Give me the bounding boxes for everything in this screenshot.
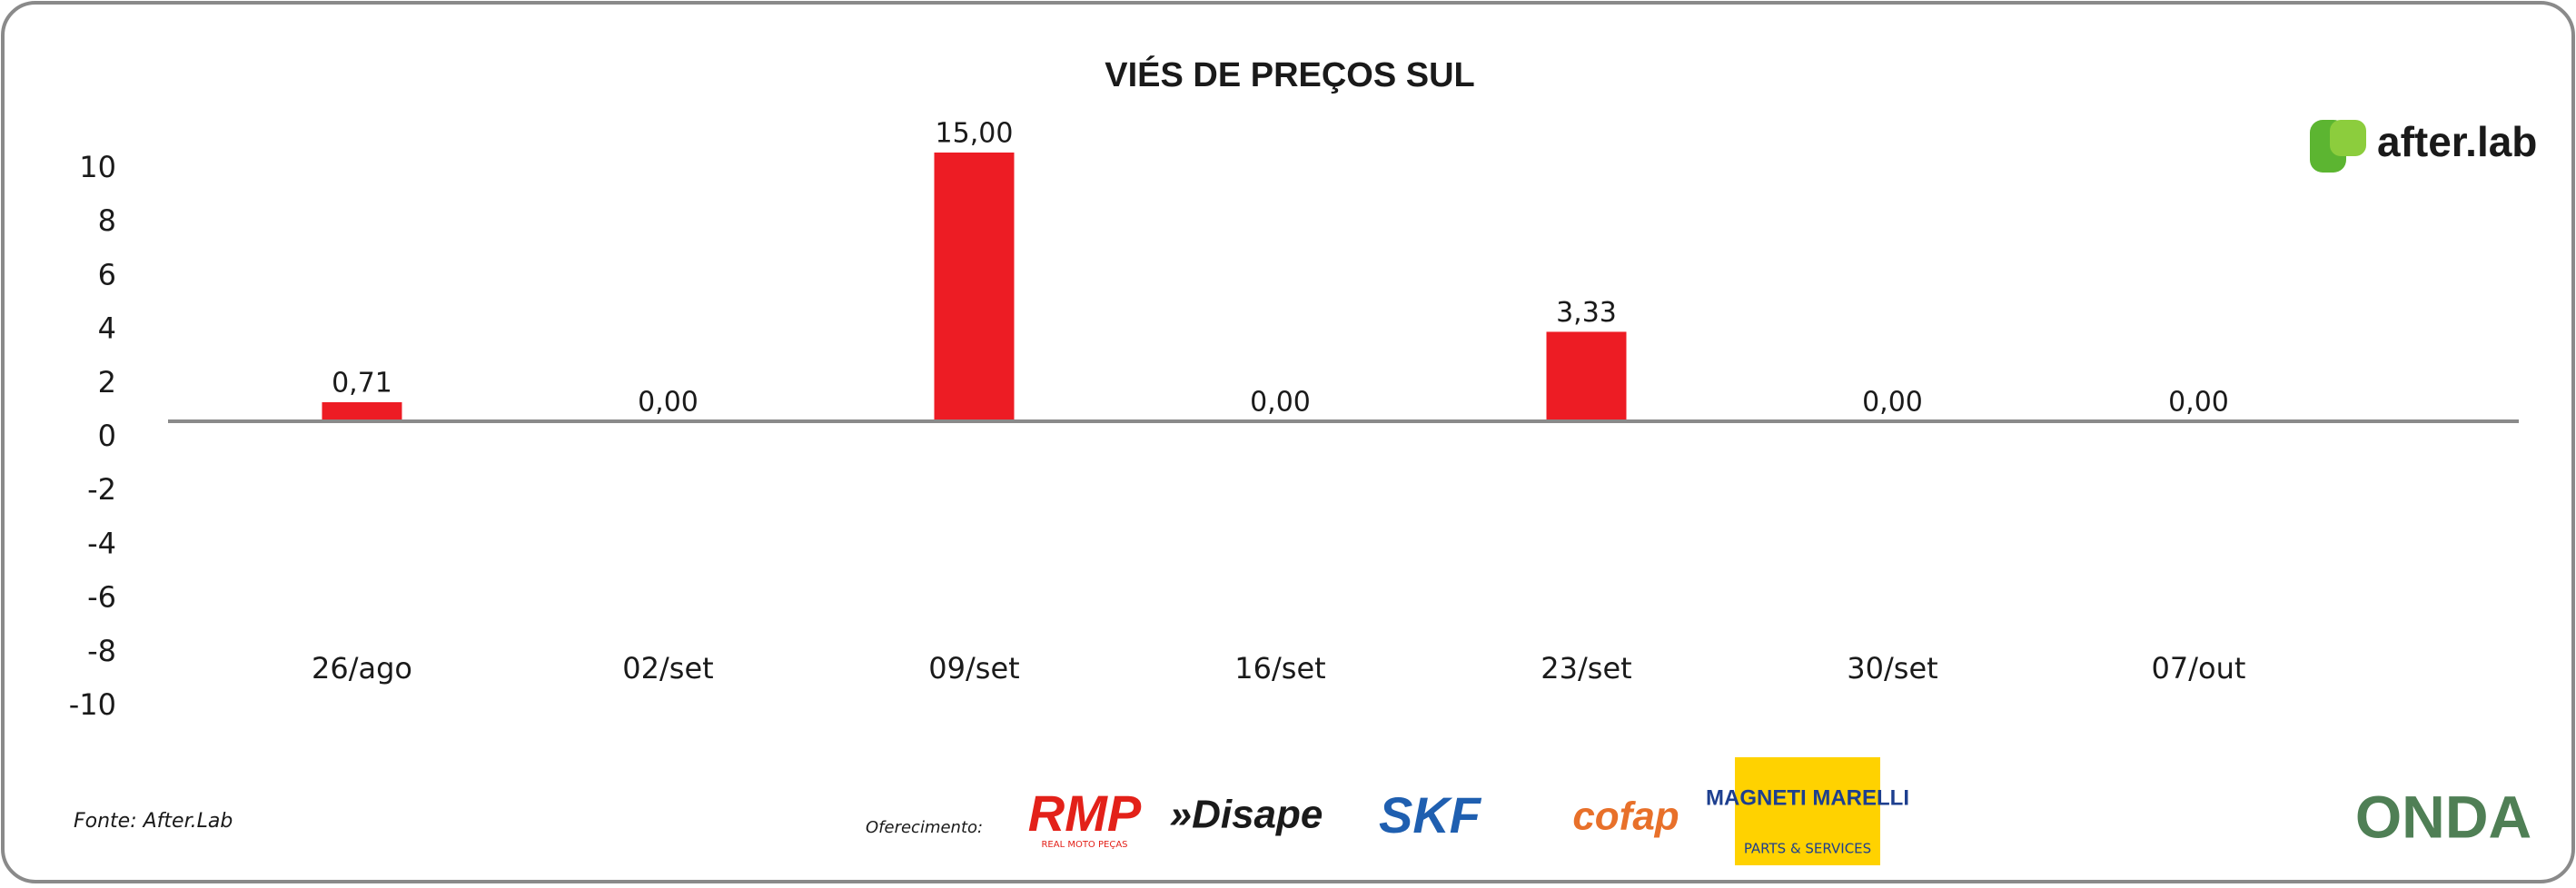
sponsor-logo: cofap bbox=[1572, 794, 1679, 839]
x-tick-label: 23/set bbox=[1541, 651, 1631, 686]
y-tick-label: 6 bbox=[98, 257, 116, 291]
value-label: 0,00 bbox=[2168, 387, 2229, 419]
sponsor-logo: »Disape bbox=[1170, 793, 1323, 837]
partner-logo: ONDA bbox=[2355, 783, 2531, 850]
x-tick-label: 26/ago bbox=[312, 651, 412, 686]
bar bbox=[322, 401, 402, 421]
y-tick-label: -6 bbox=[87, 580, 116, 615]
y-tick-label: -4 bbox=[87, 526, 116, 560]
source: Fonte: After.Lab bbox=[74, 810, 233, 833]
sponsor-logo: MAGNETI MARELLI bbox=[1706, 785, 1909, 810]
value-label: 0,00 bbox=[638, 387, 698, 419]
x-tick-label: 07/out bbox=[2152, 651, 2246, 686]
y-tick-label: -10 bbox=[69, 687, 116, 722]
sponsor-logo: PARTS & SERVICES bbox=[1744, 841, 1871, 857]
bar bbox=[1546, 331, 1627, 421]
sponsor-label: Oferecimento: bbox=[866, 818, 983, 837]
y-tick-label: 8 bbox=[98, 203, 116, 238]
sponsor-logo: REAL MOTO PEÇAS bbox=[1041, 840, 1127, 850]
y-tick-label: -2 bbox=[87, 472, 116, 507]
sponsor-box bbox=[1735, 757, 1880, 865]
brand-icon bbox=[2330, 120, 2366, 156]
value-label: 0,00 bbox=[1250, 387, 1311, 419]
x-tick-label: 16/set bbox=[1234, 651, 1325, 686]
x-tick-label: 02/set bbox=[622, 651, 713, 686]
value-label: 0,00 bbox=[1862, 387, 1923, 419]
y-tick-label: -8 bbox=[87, 634, 116, 668]
x-tick-label: 30/set bbox=[1847, 651, 1937, 686]
value-label: 15,00 bbox=[936, 118, 1014, 150]
value-label: 3,33 bbox=[1556, 297, 1617, 329]
brand-text: after.lab bbox=[2377, 118, 2537, 165]
brand-logo: after.lab bbox=[2310, 118, 2537, 173]
chart-title: VIÉS DE PREÇOS SUL bbox=[1105, 54, 1475, 94]
y-tick-label: 2 bbox=[98, 365, 116, 400]
y-tick-label: 4 bbox=[98, 311, 116, 346]
y-tick-label: 10 bbox=[79, 150, 116, 184]
bar bbox=[934, 153, 1015, 421]
sponsor-logo: RMP bbox=[1028, 784, 1142, 842]
y-tick-label: 0 bbox=[98, 419, 116, 453]
x-tick-label: 09/set bbox=[928, 651, 1019, 686]
plot-area bbox=[322, 153, 1627, 421]
sponsor-logo: SKF bbox=[1379, 786, 1482, 844]
value-label: 0,71 bbox=[332, 367, 392, 399]
